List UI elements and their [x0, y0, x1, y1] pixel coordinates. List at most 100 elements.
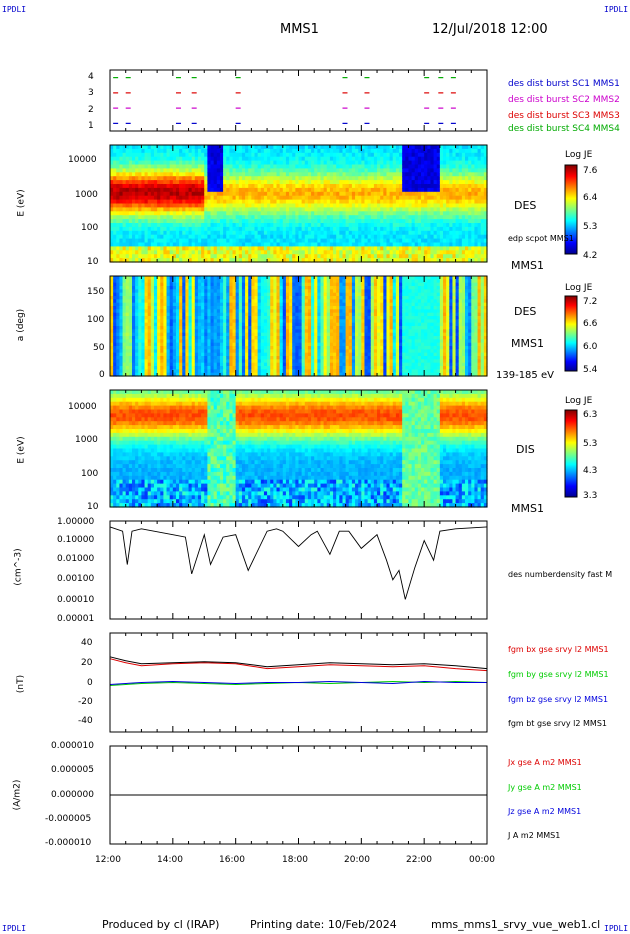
- spectrogram-cell: [329, 238, 334, 244]
- spectrogram-cell: [125, 176, 130, 181]
- spectrogram-cell: [119, 226, 124, 232]
- spectrogram-cell: [150, 279, 155, 284]
- spectrogram-cell: [241, 322, 246, 327]
- spectrogram-cell: [210, 366, 215, 370]
- spectrogram-cell: [439, 234, 444, 240]
- spectrogram-cell: [201, 309, 205, 314]
- spectrogram-cell: [333, 246, 337, 251]
- spectrogram-cell: [417, 168, 422, 173]
- spectrogram-cell: [153, 352, 158, 357]
- spectrogram-cell: [110, 322, 114, 327]
- spectrogram-cell: [138, 246, 143, 251]
- spectrogram-cell: [150, 230, 155, 236]
- spectrogram-cell: [471, 187, 476, 193]
- spectrogram-cell: [424, 168, 428, 173]
- spectrogram-cell: [455, 215, 460, 220]
- spectrogram-cell: [185, 246, 190, 251]
- spectrogram-cell: [135, 362, 139, 367]
- spectrogram-cell: [380, 164, 384, 169]
- spectrogram-cell: [474, 203, 479, 208]
- spectrogram-cell: [169, 329, 174, 334]
- spectrogram-cell: [292, 258, 296, 263]
- spectrogram-cell: [377, 199, 381, 205]
- spectrogram-cell: [188, 326, 193, 330]
- spectrogram-cell: [433, 164, 438, 169]
- spectrogram-cell: [160, 372, 165, 377]
- spectrogram-cell: [414, 191, 419, 197]
- spectrogram-cell: [229, 207, 234, 212]
- spectrogram-cell: [219, 234, 224, 240]
- spectrogram-cell: [110, 160, 114, 166]
- spectrogram-cell: [223, 332, 227, 337]
- spectrogram-cell: [452, 238, 457, 244]
- spectrogram-cell: [179, 176, 183, 181]
- spectrogram-cell: [163, 312, 168, 317]
- spectrogram-cell: [480, 152, 485, 158]
- spectrogram-cell: [245, 279, 249, 284]
- spectrogram-cell: [424, 180, 428, 185]
- spectrogram-cell: [116, 309, 121, 314]
- spectrogram-cell: [175, 289, 180, 294]
- spectrogram-cell: [182, 356, 186, 360]
- spectrogram-cell: [191, 332, 196, 337]
- spectrogram-cell: [405, 180, 410, 185]
- spectrogram-cell: [424, 242, 428, 247]
- spectrogram-cell: [241, 356, 246, 360]
- spectrogram-cell: [144, 286, 149, 290]
- spectrogram-cell: [260, 164, 265, 169]
- spectrogram-cell: [141, 276, 146, 280]
- spectrogram-cell: [219, 223, 224, 228]
- spectrogram-cell: [219, 279, 224, 284]
- spectrogram-cell: [128, 302, 133, 307]
- spectrogram-cell: [135, 336, 139, 340]
- spectrogram-cell: [446, 191, 450, 197]
- spectrogram-cell: [395, 219, 400, 224]
- spectrogram-cell: [361, 250, 366, 255]
- spectrogram-cell: [411, 242, 416, 247]
- spectrogram-cell: [135, 339, 139, 344]
- spectrogram-cell: [172, 332, 177, 337]
- spectrogram-cell: [311, 246, 315, 251]
- spectrogram-cell: [235, 215, 240, 220]
- spectrogram-cell: [468, 180, 472, 185]
- spectrogram-cell: [408, 203, 413, 208]
- spectrogram-cell: [377, 215, 381, 220]
- spectrogram-cell: [386, 199, 391, 205]
- spectrogram-cell: [110, 246, 114, 251]
- spectrogram-cell: [160, 282, 165, 287]
- spectrogram-cell: [439, 164, 444, 169]
- spectrogram-cell: [153, 329, 158, 334]
- spectrogram-cell: [329, 234, 334, 240]
- spectrogram-cell: [270, 156, 274, 162]
- spectrogram-cell: [474, 176, 479, 181]
- spectrogram-cell: [207, 211, 212, 216]
- spectrogram-cell: [235, 286, 240, 290]
- spectrogram-cell: [179, 184, 183, 189]
- spectrogram-cell: [383, 164, 388, 169]
- spectrogram-cell: [449, 172, 454, 177]
- spectrogram-cell: [270, 152, 274, 158]
- spectrogram-cell: [131, 176, 136, 181]
- spectrogram-cell: [326, 180, 331, 185]
- spectrogram-cell: [411, 164, 416, 169]
- spectrogram-cell: [254, 258, 259, 263]
- spectrogram-cell: [289, 211, 293, 216]
- spectrogram-cell: [323, 223, 328, 228]
- spectrogram-cell: [122, 238, 127, 244]
- spectrogram-cell: [116, 187, 121, 193]
- spectrogram-cell: [144, 309, 149, 314]
- spectrogram-cell: [188, 296, 193, 300]
- spectrogram-cell: [116, 286, 121, 290]
- spectrogram-cell: [235, 156, 240, 162]
- spectrogram-cell: [285, 246, 290, 251]
- spectrogram-cell: [141, 246, 146, 251]
- spectrogram-cell: [348, 203, 353, 208]
- spectrogram-cell: [455, 152, 460, 158]
- spectrogram-cell: [219, 296, 224, 300]
- spectrogram-cell: [355, 191, 359, 197]
- spectrogram-cell: [169, 296, 174, 300]
- spectrogram-cell: [468, 226, 472, 232]
- spectrogram-cell: [370, 195, 375, 201]
- spectrogram-cell: [157, 195, 161, 201]
- spectrogram-cell: [213, 207, 218, 212]
